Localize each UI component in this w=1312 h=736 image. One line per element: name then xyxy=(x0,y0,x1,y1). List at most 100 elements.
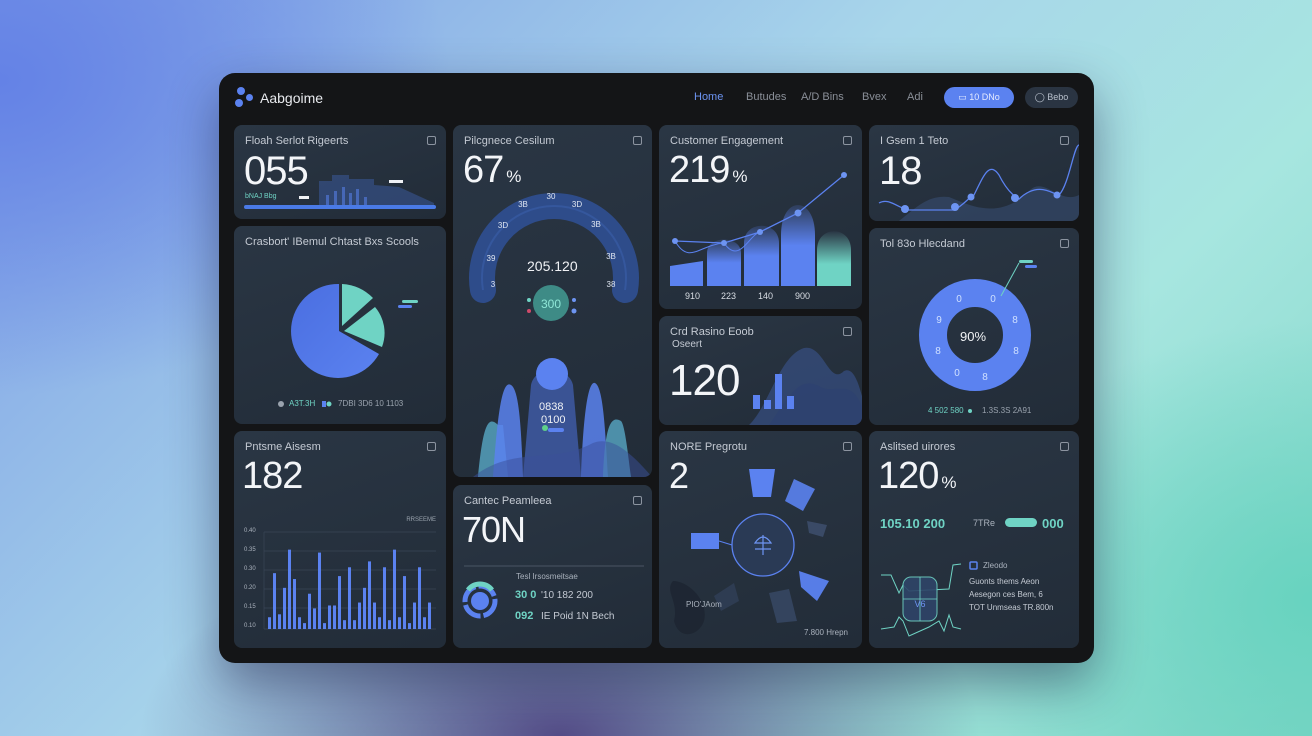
svg-text:8: 8 xyxy=(982,372,988,383)
y-label: 0.35 xyxy=(244,547,256,553)
team-line-chart xyxy=(878,144,1079,221)
svg-text:3: 3 xyxy=(491,280,496,289)
svg-text:3B: 3B xyxy=(606,252,616,261)
center-line1-num: 30 0 xyxy=(515,589,537,601)
card-title: I Gsem 1 Teto xyxy=(880,135,949,147)
svg-text:300: 300 xyxy=(541,297,561,311)
svg-text:0: 0 xyxy=(954,368,960,379)
card-checkbox[interactable] xyxy=(1060,239,1069,248)
nav-adi[interactable]: Adi xyxy=(907,91,923,103)
svg-text:8: 8 xyxy=(1012,315,1018,326)
card-checkbox[interactable] xyxy=(633,496,642,505)
x-label: 910 xyxy=(685,291,701,301)
bars-legend: RRSEEME xyxy=(406,517,436,523)
bars-value: 182 xyxy=(242,455,303,497)
sales-area-chart xyxy=(244,175,436,209)
sales-caption: bNAJ Bbg xyxy=(245,193,277,200)
nav-home[interactable]: Home xyxy=(694,91,724,103)
nodes-caption-left: PIO'JAom xyxy=(686,600,722,609)
ratio-line-chart: V6 xyxy=(880,561,978,637)
ratio-value: 120% xyxy=(878,455,957,497)
ratio-text-line: TOT Unmseas TR.800n xyxy=(969,603,1054,612)
y-label: 0.40 xyxy=(244,528,256,534)
card-title: Tol 83o Hlecdand xyxy=(880,238,966,250)
center-ring-chart xyxy=(462,565,644,619)
card-checkbox[interactable] xyxy=(843,442,852,451)
pie-legend-left: A3T.3H xyxy=(289,399,316,408)
nav-ad-bins[interactable]: A/D Bins xyxy=(801,91,844,103)
y-label: 0.15 xyxy=(244,604,256,610)
revenue-area-chart xyxy=(749,347,862,425)
svg-text:0: 0 xyxy=(956,294,962,305)
x-label: 140 xyxy=(758,291,774,301)
center-subhead: Tesl Irsosmeitsae xyxy=(516,572,578,581)
search-button[interactable]: ◯ Bebo xyxy=(1025,87,1078,108)
top-bar: Aabgoime Home Butudes A/D Bins Bvex Adi … xyxy=(219,73,1094,123)
card-checkbox[interactable] xyxy=(843,136,852,145)
pie-legend-right: 7DBI 3D6 10 1103 xyxy=(338,399,404,408)
center-line1-text: '10 182 200 xyxy=(541,590,593,601)
y-label: 0.20 xyxy=(244,585,256,591)
ratio-legend-label: Zleodo xyxy=(983,561,1008,570)
center-value: 70N xyxy=(462,509,526,550)
svg-text:3D: 3D xyxy=(572,200,582,209)
card-checkbox[interactable] xyxy=(1060,136,1069,145)
nav-bvex[interactable]: Bvex xyxy=(862,91,887,103)
card-title: Cantec Peamleea xyxy=(464,495,552,507)
card-ratio: Aslitsed uirores 120% 105.10 200 7TRe 00… xyxy=(869,431,1079,648)
nodes-value: 2 xyxy=(669,455,689,496)
svg-text:3B: 3B xyxy=(591,220,601,229)
card-engagement: Customer Engagement 219% 910 223 140 900 xyxy=(659,125,862,309)
team-value: 18 xyxy=(879,149,922,193)
svg-text:30: 30 xyxy=(547,192,556,201)
svg-text:8: 8 xyxy=(1013,346,1019,357)
card-subtitle: Oseert xyxy=(672,339,703,350)
center-line2-num: 092 xyxy=(515,610,534,622)
donut-legend-left: 4 502 580 xyxy=(928,406,964,415)
donut-chart: 0 0 9 8 8 8 0 8 xyxy=(919,260,1037,413)
peaks-value-2: 0100 xyxy=(541,414,566,426)
card-title: Floah Serlot Rigeerts xyxy=(245,135,349,147)
pie-chart xyxy=(278,283,418,407)
card-checkbox[interactable] xyxy=(427,442,436,451)
card-center: Cantec Peamleea 70N Tesl Irsosmeitsae 30… xyxy=(453,485,652,648)
dashboard-window: Aabgoime Home Butudes A/D Bins Bvex Adi … xyxy=(219,73,1094,663)
card-title: Pilcgnece Cesilum xyxy=(464,135,555,147)
svg-text:9: 9 xyxy=(936,315,942,326)
y-label: 0.30 xyxy=(244,566,256,572)
svg-text:39: 39 xyxy=(487,254,496,263)
nodes-caption-right: 7.800 Hrepn xyxy=(803,628,848,637)
progress-value: 67% xyxy=(463,149,522,191)
svg-text:3B: 3B xyxy=(518,200,528,209)
card-checkbox[interactable] xyxy=(633,136,642,145)
nav-butudes[interactable]: Butudes xyxy=(746,91,787,103)
card-donut: Tol 83o Hlecdand 0 0 9 8 8 8 0 8 90% 4 5… xyxy=(869,228,1079,425)
card-team: I Gsem 1 Teto 18 xyxy=(869,125,1079,221)
card-checkbox[interactable] xyxy=(427,136,436,145)
ratio-stat-mid: 7TRe xyxy=(973,518,996,528)
card-title: Crasbort' IBemul Chtast Bxs Scools xyxy=(245,236,419,248)
x-label: 223 xyxy=(721,291,737,301)
gauge-chart: 39 3D 3B 30 3D 3B 3B 38 3 300 xyxy=(469,192,652,477)
card-checkbox[interactable] xyxy=(843,327,852,336)
donut-center-value: 90% xyxy=(960,329,987,344)
brand-name: Aabgoime xyxy=(260,90,324,106)
ratio-stat-right: 000 xyxy=(1042,516,1064,531)
donut-legend-right: 1.3S.3S 2A91 xyxy=(982,406,1032,415)
ratio-text-line: Guonts thems Aeon xyxy=(969,577,1040,586)
peaks-value-1: 0838 xyxy=(539,401,564,413)
card-progress: Pilcgnece Cesilum 67% 39 3D 3B 30 3D 3B 3B 38… xyxy=(453,125,652,477)
card-bars: Pntsme Aisesm 182 RRSEEME 0.40 0.35 0.30… xyxy=(234,431,446,648)
card-title: Aslitsed uirores xyxy=(880,441,956,453)
card-title: NORE Pregrotu xyxy=(670,441,748,453)
card-revenue: Crd Rasino Eoob Oseert 120 xyxy=(659,316,862,425)
sales-value: 055 xyxy=(244,149,309,193)
card-checkbox[interactable] xyxy=(1060,442,1069,451)
card-sales: Floah Serlot Rigeerts 055 bNAJ Bbg xyxy=(234,125,446,219)
engagement-value: 219% xyxy=(669,149,748,191)
y-label: 0.10 xyxy=(244,623,256,629)
logo-icon xyxy=(235,87,257,109)
ratio-stat-left: 105.10 200 xyxy=(880,516,946,531)
primary-action-button[interactable]: ▭ 10 DNo xyxy=(944,87,1014,108)
card-pie: Crasbort' IBemul Chtast Bxs Scools A3T.3… xyxy=(234,226,446,424)
